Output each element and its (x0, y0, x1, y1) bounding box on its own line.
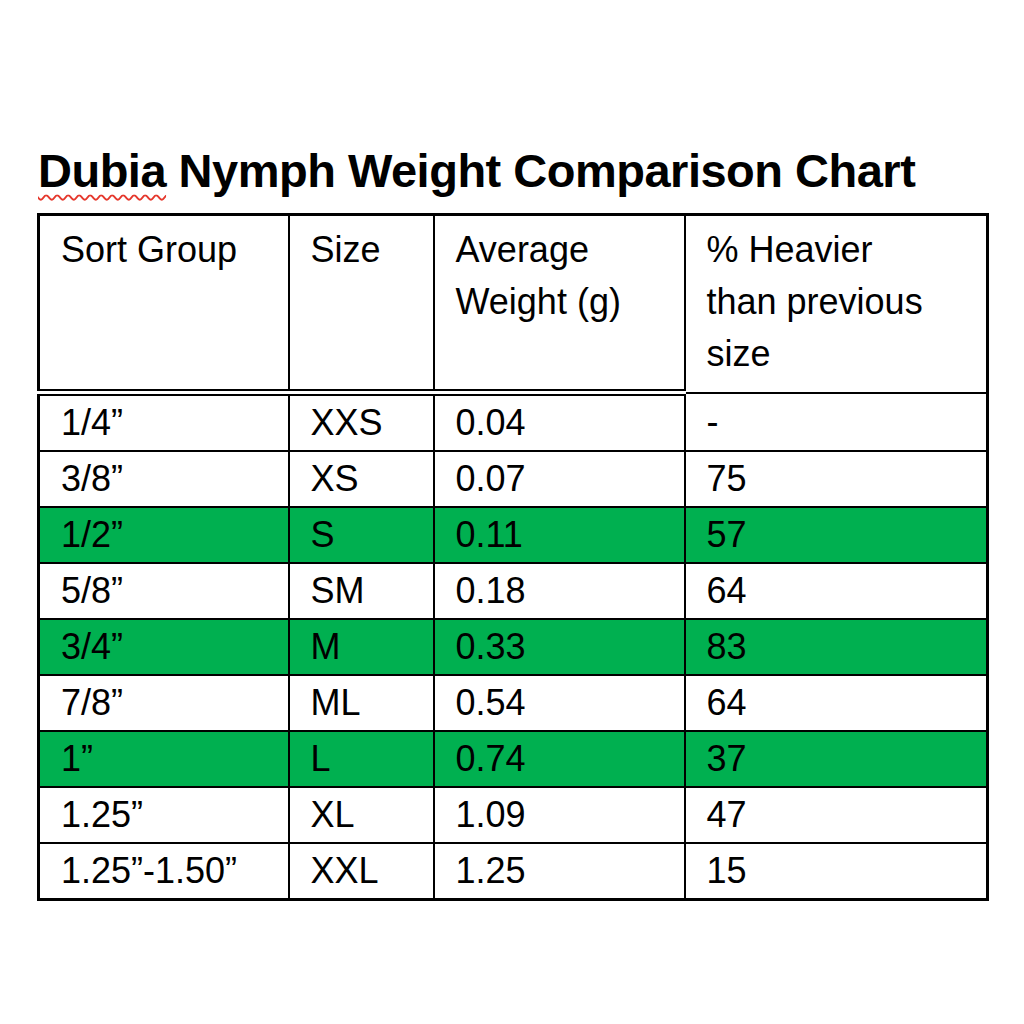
cell-pct-heavier: 15 (685, 843, 988, 900)
cell-pct-heavier: 64 (685, 675, 988, 731)
cell-pct-heavier: 37 (685, 731, 988, 787)
weight-comparison-table: Sort Group Size Average Weight (g) % Hea… (37, 213, 989, 901)
cell-size: ML (289, 675, 434, 731)
table-row: 3/4” M 0.33 83 (39, 619, 988, 675)
cell-size: XS (289, 451, 434, 507)
cell-sort-group: 1” (39, 731, 289, 787)
header-size: Size (289, 215, 434, 393)
cell-sort-group: 5/8” (39, 563, 289, 619)
table-row: 1” L 0.74 37 (39, 731, 988, 787)
table-row: 1/2” S 0.11 57 (39, 507, 988, 563)
cell-sort-group: 7/8” (39, 675, 289, 731)
cell-pct-heavier: 64 (685, 563, 988, 619)
table-row: 1.25” XL 1.09 47 (39, 787, 988, 843)
header-row: Sort Group Size Average Weight (g) % Hea… (39, 215, 988, 393)
document-page: Dubia Nymph Weight Comparison Chart Sort… (0, 0, 1024, 1024)
cell-sort-group: 1.25”-1.50” (39, 843, 289, 900)
cell-avg-weight: 0.74 (434, 731, 685, 787)
cell-pct-heavier: 57 (685, 507, 988, 563)
table-row: 5/8” SM 0.18 64 (39, 563, 988, 619)
cell-size: S (289, 507, 434, 563)
cell-size: XL (289, 787, 434, 843)
misspelled-word: Dubia (38, 144, 166, 197)
cell-sort-group: 1.25” (39, 787, 289, 843)
table-row: 1.25”-1.50” XXL 1.25 15 (39, 843, 988, 900)
table-row: 1/4” XXS 0.04 - (39, 393, 988, 452)
cell-sort-group: 1/2” (39, 507, 289, 563)
cell-sort-group: 1/4” (39, 393, 289, 452)
cell-sort-group: 3/4” (39, 619, 289, 675)
header-pct-heavier: % Heavier than previous size (685, 215, 988, 393)
cell-pct-heavier: 83 (685, 619, 988, 675)
table-row: 3/8” XS 0.07 75 (39, 451, 988, 507)
cell-avg-weight: 0.07 (434, 451, 685, 507)
cell-avg-weight: 0.33 (434, 619, 685, 675)
cell-size: XXL (289, 843, 434, 900)
cell-pct-heavier: 47 (685, 787, 988, 843)
header-sort-group: Sort Group (39, 215, 289, 393)
cell-avg-weight: 1.09 (434, 787, 685, 843)
cell-size: XXS (289, 393, 434, 452)
cell-size: L (289, 731, 434, 787)
table-row: 7/8” ML 0.54 64 (39, 675, 988, 731)
page-title: Dubia Nymph Weight Comparison Chart (38, 143, 915, 198)
cell-avg-weight: 0.54 (434, 675, 685, 731)
cell-pct-heavier: - (685, 393, 988, 452)
header-avg-weight: Average Weight (g) (434, 215, 685, 393)
cell-avg-weight: 0.04 (434, 393, 685, 452)
cell-sort-group: 3/8” (39, 451, 289, 507)
cell-size: SM (289, 563, 434, 619)
cell-size: M (289, 619, 434, 675)
cell-avg-weight: 0.11 (434, 507, 685, 563)
cell-pct-heavier: 75 (685, 451, 988, 507)
cell-avg-weight: 1.25 (434, 843, 685, 900)
page-title-rest: Nymph Weight Comparison Chart (166, 144, 915, 197)
cell-avg-weight: 0.18 (434, 563, 685, 619)
